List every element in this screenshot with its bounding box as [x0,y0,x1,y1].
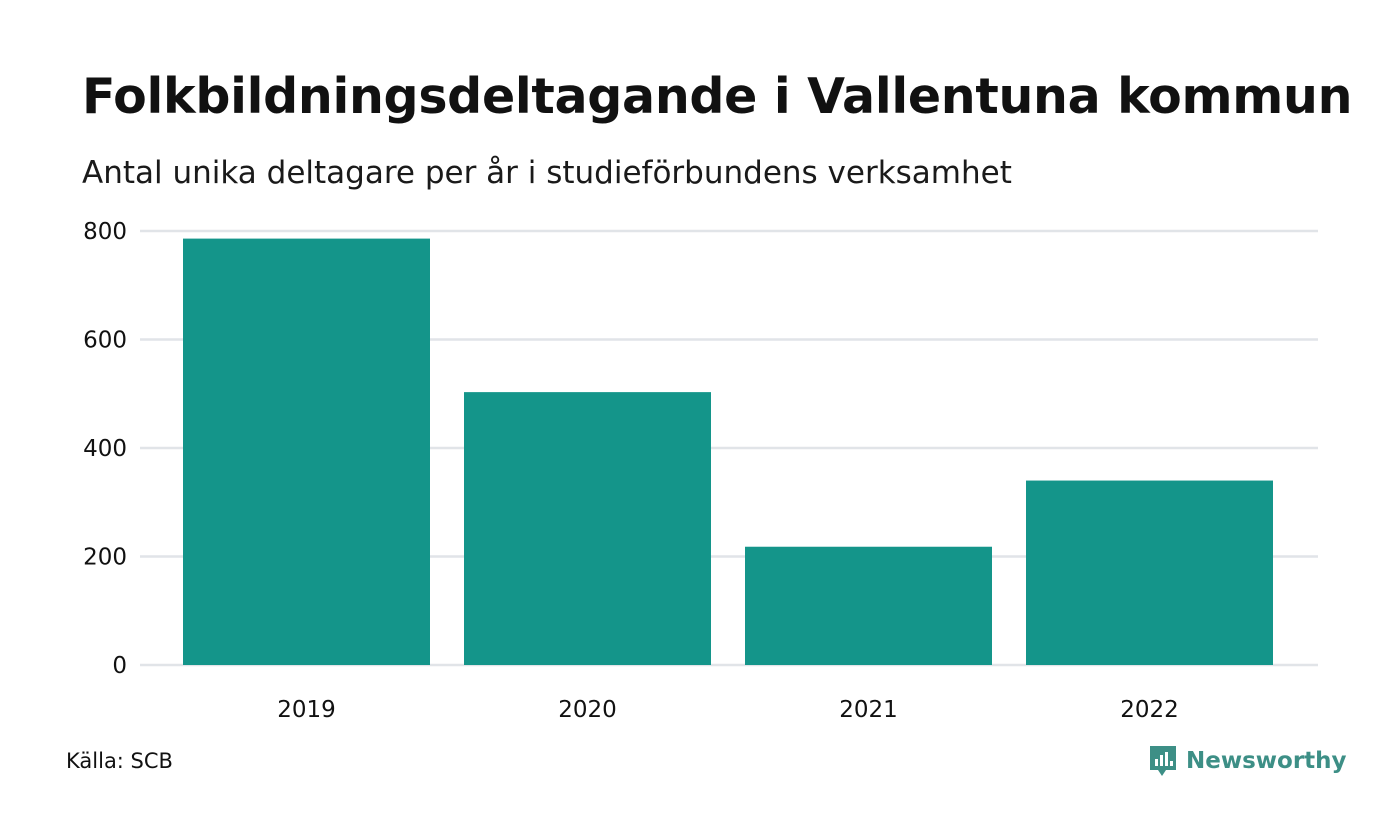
chart-title: Folkbildningsdeltagande i Vallentuna kom… [82,68,1353,125]
y-tick-label: 600 [83,328,127,354]
y-tick-label: 800 [83,219,127,245]
bars [183,238,1273,665]
y-axis-ticks: 0 200 400 600 800 [83,219,127,679]
x-axis-ticks: 2019 2020 2021 2022 [277,697,1179,723]
source-note: Källa: SCB [66,749,173,773]
y-tick-label: 0 [112,653,127,679]
brand-name: Newsworthy [1186,748,1347,774]
bar-2021 [745,546,992,665]
x-tick-label: 2019 [277,697,336,723]
brand-logo: Newsworthy [1148,744,1347,778]
y-tick-label: 400 [83,436,127,462]
bar-chart: 0 200 400 600 800 2019 2020 2021 2022 [83,219,1318,723]
x-tick-label: 2022 [1120,697,1179,723]
y-tick-label: 200 [83,545,127,571]
chart-subtitle: Antal unika deltagare per år i studieför… [82,155,1012,191]
bar-2020 [464,392,711,665]
bar-chart-speech-bubble-icon [1150,746,1176,776]
x-tick-label: 2020 [558,697,617,723]
bar-2022 [1026,480,1273,665]
x-tick-label: 2021 [839,697,898,723]
bar-2019 [183,238,430,665]
